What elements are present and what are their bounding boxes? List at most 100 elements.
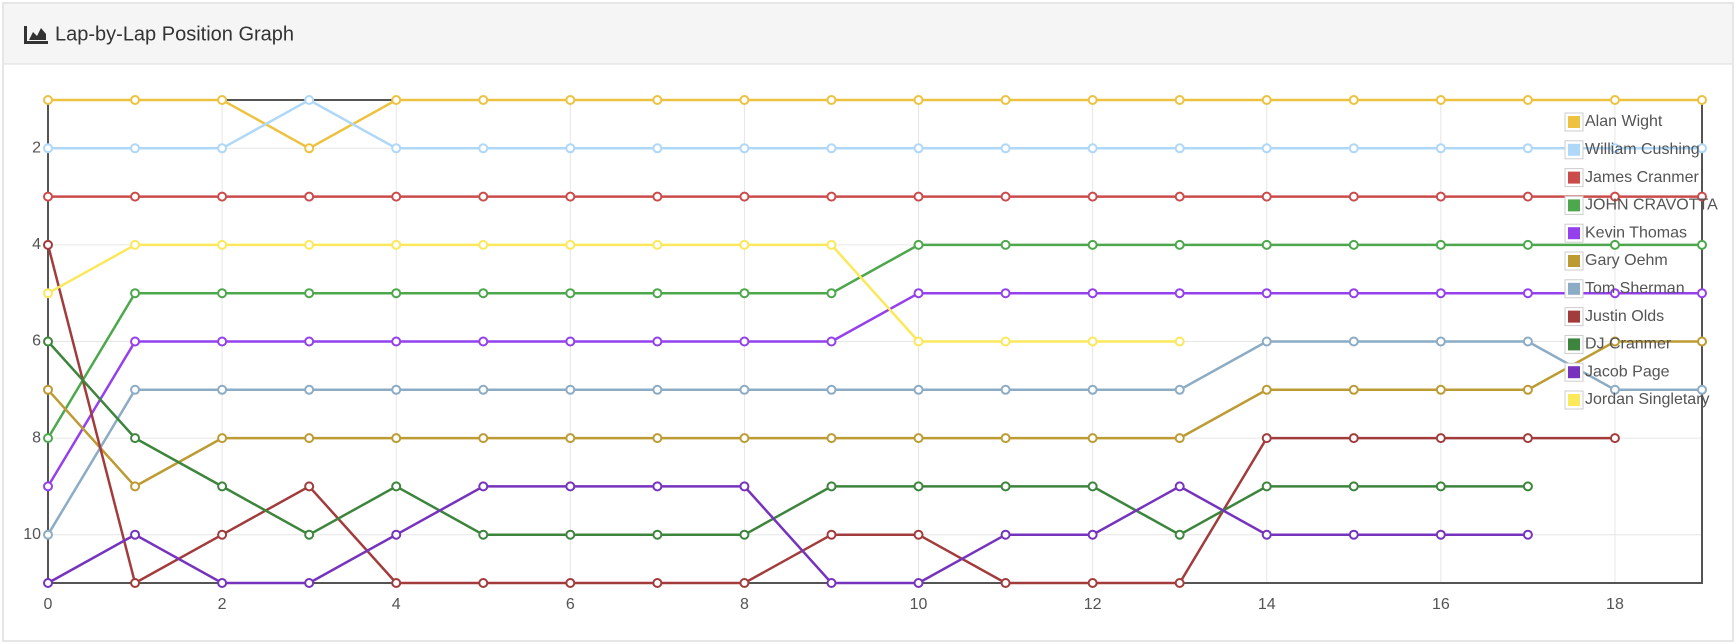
data-point: [478, 336, 489, 347]
data-point: [652, 288, 663, 299]
data-point: [1000, 384, 1011, 395]
x-tick-label: 10: [910, 596, 928, 613]
data-point: [1348, 336, 1359, 347]
data-point: [1174, 529, 1185, 540]
data-point: [1087, 288, 1098, 299]
data-point: [565, 578, 576, 588]
data-point: [43, 336, 53, 347]
data-point: [1522, 191, 1533, 202]
data-point: [1697, 239, 1707, 250]
data-point: [1609, 433, 1620, 444]
data-point: [1348, 433, 1359, 444]
data-point: [826, 191, 837, 202]
data-point: [1174, 288, 1185, 299]
x-tick-label: 14: [1258, 596, 1276, 613]
data-point: [391, 529, 402, 540]
data-point: [826, 95, 837, 105]
data-point: [217, 384, 228, 395]
data-point: [652, 239, 663, 250]
data-point: [1261, 481, 1272, 492]
data-point: [391, 336, 402, 347]
data-point: [391, 481, 402, 492]
data-point: [1348, 481, 1359, 492]
data-point: [217, 578, 228, 588]
y-tick-label: 10: [23, 526, 41, 543]
data-point: [652, 578, 663, 588]
legend-label: Tom Sherman: [1585, 280, 1685, 297]
data-point: [1348, 143, 1359, 154]
data-point: [391, 95, 402, 105]
legend-label: Gary Oehm: [1585, 252, 1668, 269]
series-line: [46, 340, 1702, 536]
data-point: [1087, 578, 1098, 588]
data-point: [217, 481, 228, 492]
data-point: [652, 95, 663, 105]
data-point: [1261, 433, 1272, 444]
data-point: [652, 481, 663, 492]
data-point: [478, 578, 489, 588]
data-point: [913, 384, 924, 395]
data-point: [1000, 336, 1011, 347]
y-tick-label: 6: [32, 333, 41, 350]
data-point: [391, 191, 402, 202]
data-point: [1000, 529, 1011, 540]
data-point: [739, 481, 750, 492]
data-point: [391, 143, 402, 154]
data-point: [826, 336, 837, 347]
data-point: [1609, 191, 1620, 202]
data-point: [913, 336, 924, 347]
data-point: [826, 239, 837, 250]
data-point: [478, 191, 489, 202]
data-point: [217, 529, 228, 540]
data-point: [739, 239, 750, 250]
data-point: [739, 143, 750, 154]
data-point: [43, 384, 53, 395]
data-point: [1435, 191, 1446, 202]
data-point: [304, 433, 315, 444]
data-point: [130, 529, 141, 540]
data-point: [130, 578, 141, 588]
legend-label: William Cushing: [1585, 141, 1700, 158]
data-point: [1348, 191, 1359, 202]
legend-label: Jacob Page: [1585, 363, 1670, 380]
data-point: [739, 384, 750, 395]
legend-swatch: [1568, 199, 1580, 212]
data-point: [478, 95, 489, 105]
data-point: [652, 143, 663, 154]
data-point: [826, 578, 837, 588]
data-point: [565, 95, 576, 105]
series-line: [48, 98, 1702, 150]
data-point: [304, 529, 315, 540]
data-point: [1609, 95, 1620, 105]
data-point: [43, 239, 53, 250]
data-point: [1087, 143, 1098, 154]
data-point: [1435, 529, 1446, 540]
data-point: [1261, 288, 1272, 299]
data-point: [565, 191, 576, 202]
data-point: [1435, 288, 1446, 299]
data-point: [304, 336, 315, 347]
data-point: [217, 433, 228, 444]
legend-swatch: [1568, 143, 1580, 156]
data-point: [565, 481, 576, 492]
data-point: [565, 336, 576, 347]
series-line: [46, 243, 1702, 439]
data-point: [1261, 143, 1272, 154]
data-point: [913, 191, 924, 202]
data-point: [652, 529, 663, 540]
data-point: [1435, 239, 1446, 250]
x-tick-label: 2: [218, 596, 227, 613]
data-point: [391, 433, 402, 444]
data-point: [43, 433, 53, 444]
data-point: [1174, 481, 1185, 492]
data-point: [913, 433, 924, 444]
x-tick-label: 8: [740, 596, 749, 613]
data-point: [913, 95, 924, 105]
data-point: [1174, 191, 1185, 202]
data-point: [652, 191, 663, 202]
data-point: [1348, 95, 1359, 105]
data-point: [1174, 95, 1185, 105]
data-point: [1522, 288, 1533, 299]
data-point: [304, 143, 315, 154]
